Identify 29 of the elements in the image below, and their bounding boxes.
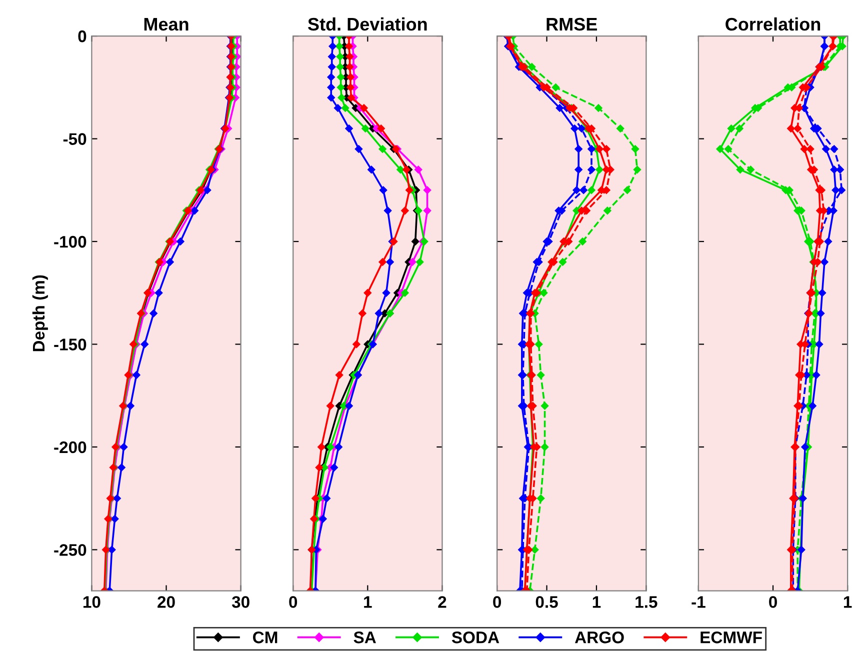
x-tick-label: 20 (158, 596, 175, 608)
legend-label: SA (354, 632, 376, 644)
legend-label: ARGO (574, 632, 624, 644)
x-tick-label: 0 (289, 596, 298, 608)
legend-label: ECMWF (700, 632, 762, 644)
x-tick-label: 1.5 (636, 596, 658, 608)
x-tick-label: 10 (83, 596, 100, 608)
x-tick-label: -1 (692, 596, 706, 608)
chart-title: Std. Deviation (308, 17, 427, 31)
chart-title: Mean (144, 18, 188, 31)
legend-label: SODA (452, 632, 500, 644)
y-tick-label: -150 (54, 338, 86, 350)
x-tick-label: 1 (592, 596, 601, 608)
x-tick-label: 1 (364, 596, 372, 608)
x-tick-label: 1 (844, 596, 852, 608)
chart-title: RMSE (546, 18, 597, 31)
y-tick-label: -200 (54, 441, 86, 454)
x-tick-label: 0 (493, 596, 502, 608)
x-tick-label: 0 (769, 596, 777, 608)
y-tick-label: -250 (54, 544, 86, 556)
legend-label: CM (253, 632, 278, 644)
y-axis-title: Depth (m) (32, 275, 48, 352)
y-tick-label: -50 (63, 133, 86, 145)
y-tick-label: 0 (78, 30, 86, 42)
x-tick-label: 30 (232, 596, 250, 608)
y-tick-label: -100 (54, 236, 86, 248)
x-tick-label: 0.5 (536, 596, 558, 608)
x-tick-label: 2 (438, 596, 446, 608)
chart-title: Correlation (726, 17, 820, 31)
